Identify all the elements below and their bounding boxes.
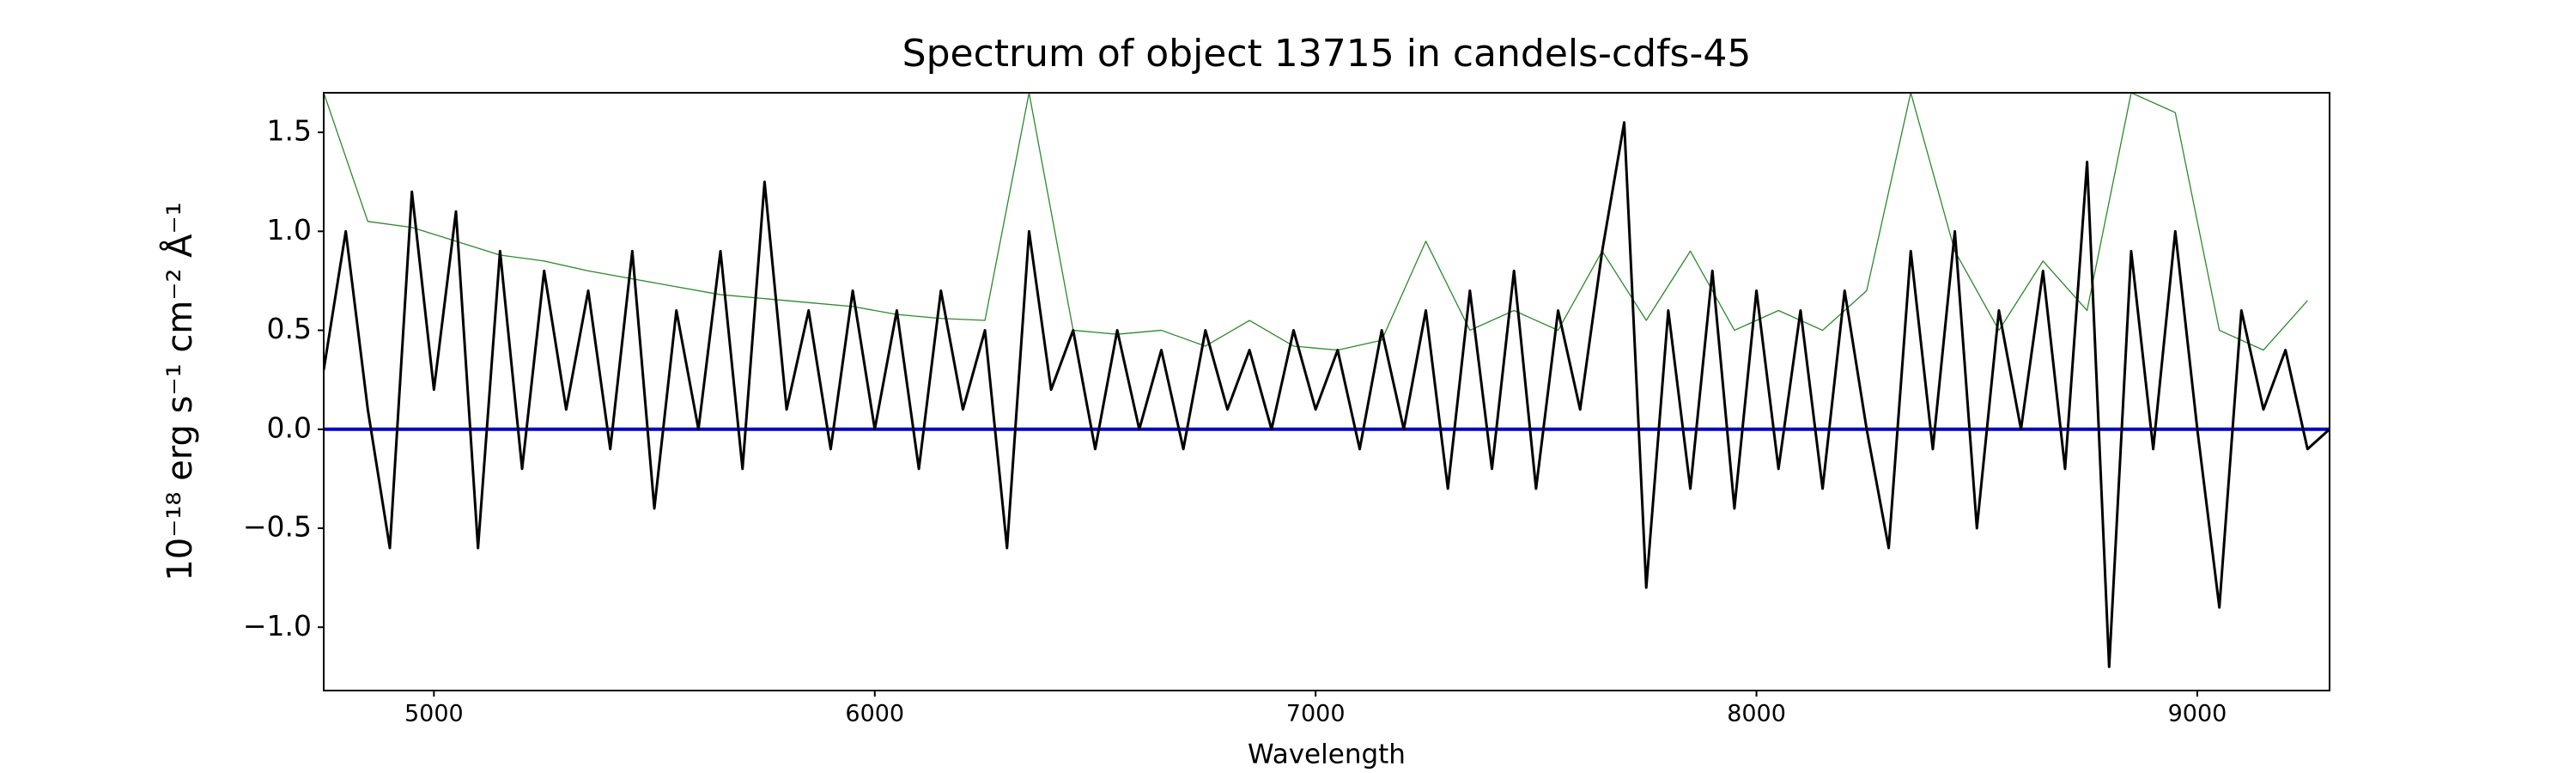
x-axis-label: Wavelength <box>1248 740 1406 770</box>
axes-frame <box>323 92 2330 691</box>
y-tick-label: 0.0 <box>267 411 312 444</box>
x-tick-label: 7000 <box>1286 701 1346 727</box>
series-line <box>324 93 2308 351</box>
y-tick-label: 1.0 <box>267 213 312 247</box>
y-tick-label: 1.5 <box>267 114 312 148</box>
chart-title: Spectrum of object 13715 in candels-cdfs… <box>902 32 1752 76</box>
x-tick-label: 5000 <box>404 701 464 727</box>
x-tick-label: 6000 <box>845 701 904 727</box>
series-line <box>324 121 2330 668</box>
y-tick-label: −1.0 <box>243 609 312 642</box>
plot-area <box>324 93 2330 668</box>
x-tick-label: 9000 <box>2168 701 2227 727</box>
y-axis-label: 10⁻¹⁸ erg s⁻¹ cm⁻² Å⁻¹ <box>159 202 200 581</box>
y-tick-label: 0.5 <box>267 312 312 345</box>
x-tick-label: 8000 <box>1727 701 1786 727</box>
y-tick-label: −0.5 <box>243 510 312 544</box>
